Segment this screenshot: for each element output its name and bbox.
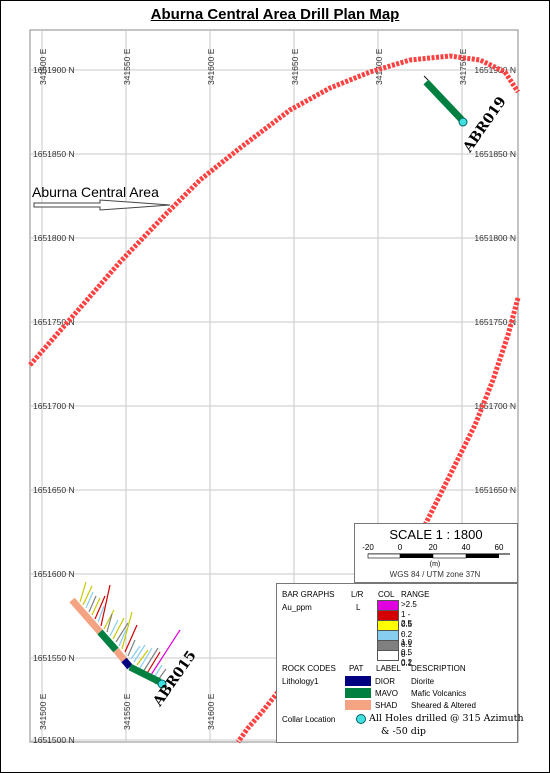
northing-label: 1651650 N — [33, 485, 75, 495]
northing-label: 1651700 N — [33, 401, 75, 411]
lithology-dior — [121, 657, 133, 670]
area-boundary-south — [235, 690, 280, 744]
legend-collar-marker — [356, 714, 366, 724]
easting-label: 341550 E — [122, 693, 132, 730]
northing-label: 1651900 N — [474, 65, 516, 75]
collar-marker — [458, 117, 468, 127]
scale-box: SCALE 1 : 1800 -20 0 20 40 60 (m) WGS 84… — [354, 523, 518, 583]
scale-tick-label: 60 — [495, 543, 504, 552]
easting-label: 341550 E — [122, 48, 132, 85]
northing-label: 1651750 N — [33, 317, 75, 327]
legend-lr-header: L/R — [351, 590, 364, 599]
scale-projection: WGS 84 / UTM zone 37N — [390, 570, 481, 579]
scale-tick-label: 40 — [462, 543, 471, 552]
au-bar-graphs — [79, 581, 181, 685]
legend-rock-description: Mafic Volcanics — [411, 689, 467, 698]
drill-hole-abr019: ABR019 — [423, 75, 510, 156]
legend-label-header: LABEL — [376, 664, 401, 673]
area-label-arrow — [33, 199, 171, 211]
legend-rock-row: MAVO Mafic Volcanics — [345, 688, 515, 699]
legend-rock-row: DIOR Diorite — [345, 676, 515, 687]
northing-label: 1651500 N — [33, 735, 75, 745]
legend-swatch — [345, 688, 371, 698]
northing-label: 1651550 N — [33, 653, 75, 663]
legend-swatch — [345, 700, 371, 710]
area-boundary — [28, 53, 521, 367]
legend-bar-graphs-header: BAR GRAPHS — [282, 590, 335, 599]
northing-label: 1651650 N — [474, 485, 516, 495]
legend-variable: Au_ppm — [282, 603, 312, 612]
northing-label: 1651850 N — [474, 149, 516, 159]
legend-collar-note: & -50 dip — [381, 726, 426, 737]
area-boundary-east — [412, 297, 521, 547]
legend-range-label: 0 - 0.1 — [401, 650, 413, 668]
legend-side: L — [356, 603, 361, 612]
northing-label: 1651750 N — [474, 317, 516, 327]
scale-tick-label: 0 — [398, 543, 403, 552]
drill-hole-abr015: ABR015 — [69, 581, 200, 710]
legend-rock-description: Diorite — [411, 677, 435, 686]
legend-rock-description: Sheared & Altered — [411, 701, 476, 710]
lithology-shad — [69, 597, 103, 635]
legend-range-label: 0.2 - 0.5 — [401, 630, 413, 657]
scale-tick-label: 20 — [429, 543, 438, 552]
legend-range-header: RANGE — [401, 590, 430, 599]
lithology-shad — [113, 647, 127, 663]
scale-tick-label: -20 — [362, 543, 374, 552]
easting-labels-bottom: 341500 E 341550 E 341600 E — [38, 693, 216, 730]
northing-labels-right: 1651900 N 1651850 N 1651800 N 1651750 N … — [474, 65, 516, 495]
legend-range-label: 0.5 - 1.0 — [401, 620, 413, 647]
legend-range-label: >2.5 — [401, 600, 417, 609]
scale-unit: (m) — [430, 561, 441, 568]
northing-label: 1651800 N — [33, 233, 75, 243]
legend-col-header: COL — [378, 590, 395, 599]
easting-label: 341600 E — [206, 48, 216, 85]
map-title: Aburna Central Area Drill Plan Map — [150, 6, 400, 23]
northing-labels-left: 1651900 N 1651850 N 1651800 N 1651750 N … — [33, 65, 75, 745]
legend-swatch — [377, 650, 399, 661]
northing-label: 1651800 N — [474, 233, 516, 243]
legend-range-label: 1 - 2.5 — [401, 610, 413, 628]
easting-label: 341700 E — [374, 48, 384, 85]
easting-labels-top: 341500 E 341550 E 341600 E 341650 E 3417… — [38, 48, 468, 85]
hole-trace-end — [423, 75, 429, 81]
legend-rock-code: MAVO — [375, 689, 398, 698]
easting-label: 341650 E — [290, 48, 300, 85]
legend-swatch — [345, 676, 371, 686]
northing-label: 1651700 N — [474, 401, 516, 411]
scale-bar: -20 0 20 40 60 (m) WGS 84 / UTM zone 37N — [362, 543, 510, 579]
northing-label: 1651900 N — [33, 65, 75, 75]
legend-collar-note: All Holes drilled @ 315 Azimuth — [369, 713, 524, 724]
area-label: Aburna Central Area — [32, 184, 159, 200]
easting-label: 341600 E — [206, 693, 216, 730]
legend-lithology-name: Lithology1 — [282, 677, 319, 686]
map-area — [29, 29, 519, 743]
easting-label: 341500 E — [38, 48, 48, 85]
easting-label: 341500 E — [38, 693, 48, 730]
hole-label: ABR019 — [460, 94, 510, 156]
legend-description-header: DESCRIPTION — [411, 664, 466, 673]
legend-rock-code: DIOR — [375, 677, 395, 686]
legend-pat-header: PAT — [349, 664, 364, 673]
collar-marker — [157, 679, 167, 689]
northing-label: 1651850 N — [33, 149, 75, 159]
lithology-mavo — [97, 629, 119, 653]
legend-range-label: 0.1 - 0.2 — [401, 640, 413, 667]
scale-title: SCALE 1 : 1800 — [389, 527, 483, 542]
northing-label: 1651600 N — [33, 569, 75, 579]
legend-box: BAR GRAPHS L/R COL RANGE Au_ppm L >2.5 1… — [276, 583, 524, 743]
legend-rock-codes-header: ROCK CODES — [282, 664, 336, 673]
lithology-mavo — [128, 663, 162, 686]
lithology-mavo — [423, 79, 465, 123]
legend-collar-label: Collar Location — [282, 715, 336, 724]
legend-rock-code: SHAD — [375, 701, 398, 710]
easting-label: 341750 E — [458, 48, 468, 85]
legend-rock-row: SHAD Sheared & Altered — [345, 700, 515, 711]
